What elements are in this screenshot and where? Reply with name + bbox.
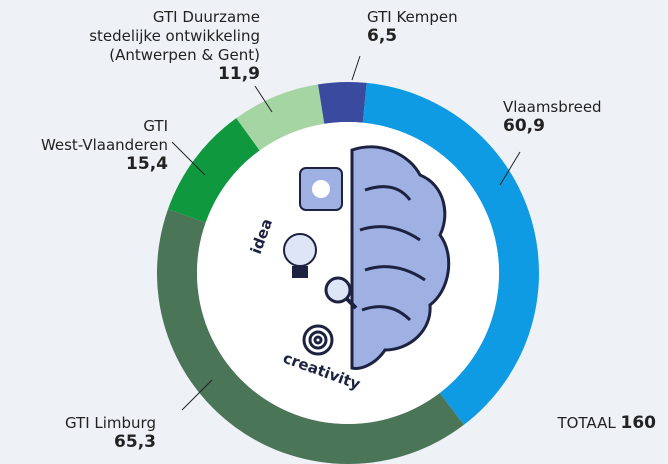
label: GTI Duurzame stedelijke ontwikkeling (An… — [89, 8, 260, 84]
value-label: 60,9 — [503, 117, 602, 136]
value-label: 11,9 — [89, 65, 260, 84]
slice-name: GTI Kempen — [367, 8, 458, 26]
total-label: TOTAAL — [557, 414, 615, 432]
slice — [318, 82, 367, 124]
value-label: 6,5 — [367, 27, 458, 46]
slice-name: GTI Limburg — [65, 414, 156, 432]
slice-name: GTI Duurzame stedelijke ontwikkeling (An… — [89, 8, 260, 64]
bulb-base — [292, 266, 308, 278]
value-label: 15,4 — [41, 155, 168, 174]
gear — [312, 180, 330, 198]
chart: ideacreativity GTI Kempen6,5 Vlaamsbreed… — [0, 0, 668, 464]
slice-name: GTI West-Vlaanderen — [41, 117, 168, 154]
total: TOTAAL 160 — [557, 414, 656, 433]
value-label: 65,3 — [65, 433, 156, 452]
total-value: 160 — [621, 413, 657, 433]
bulb — [284, 234, 316, 266]
leader-line — [352, 56, 360, 80]
slice-name: Vlaamsbreed — [503, 98, 602, 116]
